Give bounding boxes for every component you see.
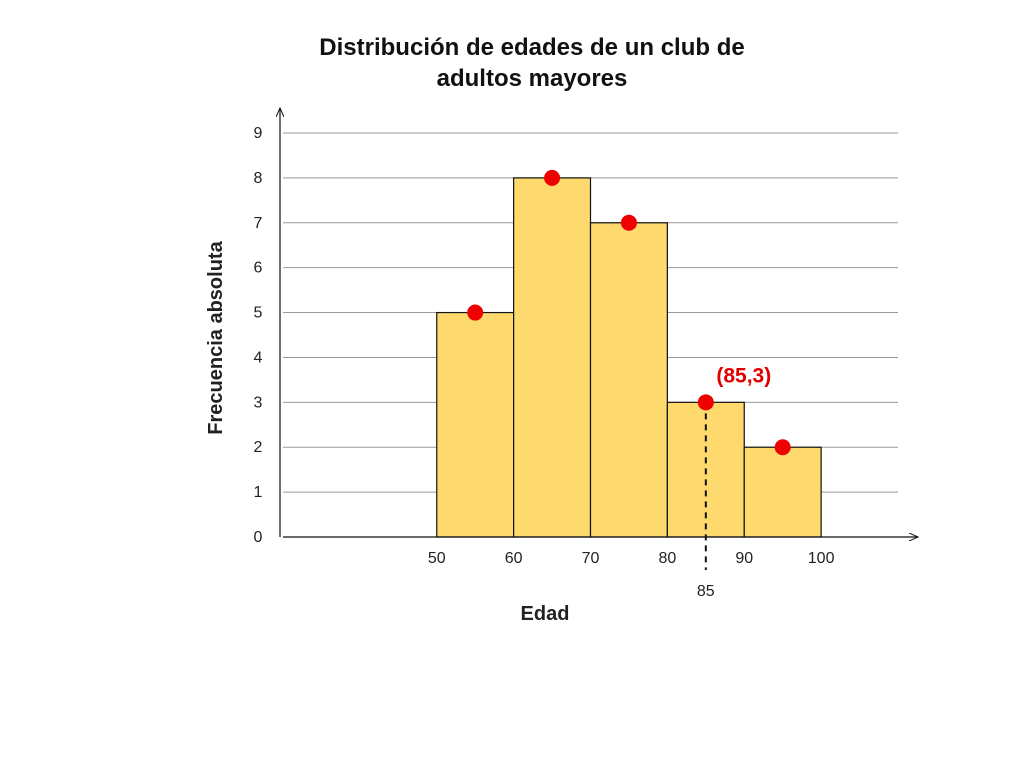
y-tick-label-4: 4 [254,349,263,366]
histogram-bar-60-70 [513,177,592,538]
y-tick-label-2: 2 [254,439,263,456]
x-tick-label-100: 100 [808,550,835,567]
y-tick-label-1: 1 [254,484,263,501]
y-tick-label-3: 3 [254,394,263,411]
tick-labels: 0 1 2 3 4 5 6 7 8 9 50 60 70 80 90 100 [254,125,835,567]
histogram-bar-70-80 [589,222,668,538]
y-tick-label-8: 8 [254,170,263,187]
midpoint-markers [467,169,791,456]
y-tick-label-5: 5 [254,305,263,322]
x-tick-label-50: 50 [428,550,446,567]
highlight-x-tick-label: 85 [697,583,715,600]
chart-title: Distribución de edades de un club de adu… [319,34,745,92]
histogram-bar-90-100 [743,446,822,538]
x-tick-label-80: 80 [658,550,676,567]
x-axis-label: Edad [521,603,570,625]
highlight-group: 85 (85,3) [697,364,771,600]
axes [280,108,918,537]
histogram-bar-50-60 [436,311,515,538]
y-tick-label-0: 0 [254,529,263,546]
y-tick-label-7: 7 [254,215,263,232]
x-tick-label-60: 60 [505,550,523,567]
midpoint-marker-85 [697,394,714,411]
midpoint-marker-95 [774,439,791,456]
y-tick-label-6: 6 [254,260,263,277]
y-axis-label: Frecuencia absoluta [205,240,227,434]
x-tick-label-90: 90 [735,550,753,567]
x-tick-label-70: 70 [582,550,600,567]
midpoint-marker-65 [544,169,561,186]
midpoint-marker-55 [467,304,484,321]
highlight-annotation: (85,3) [716,364,771,387]
y-tick-label-9: 9 [254,125,263,142]
midpoint-marker-75 [620,214,637,231]
